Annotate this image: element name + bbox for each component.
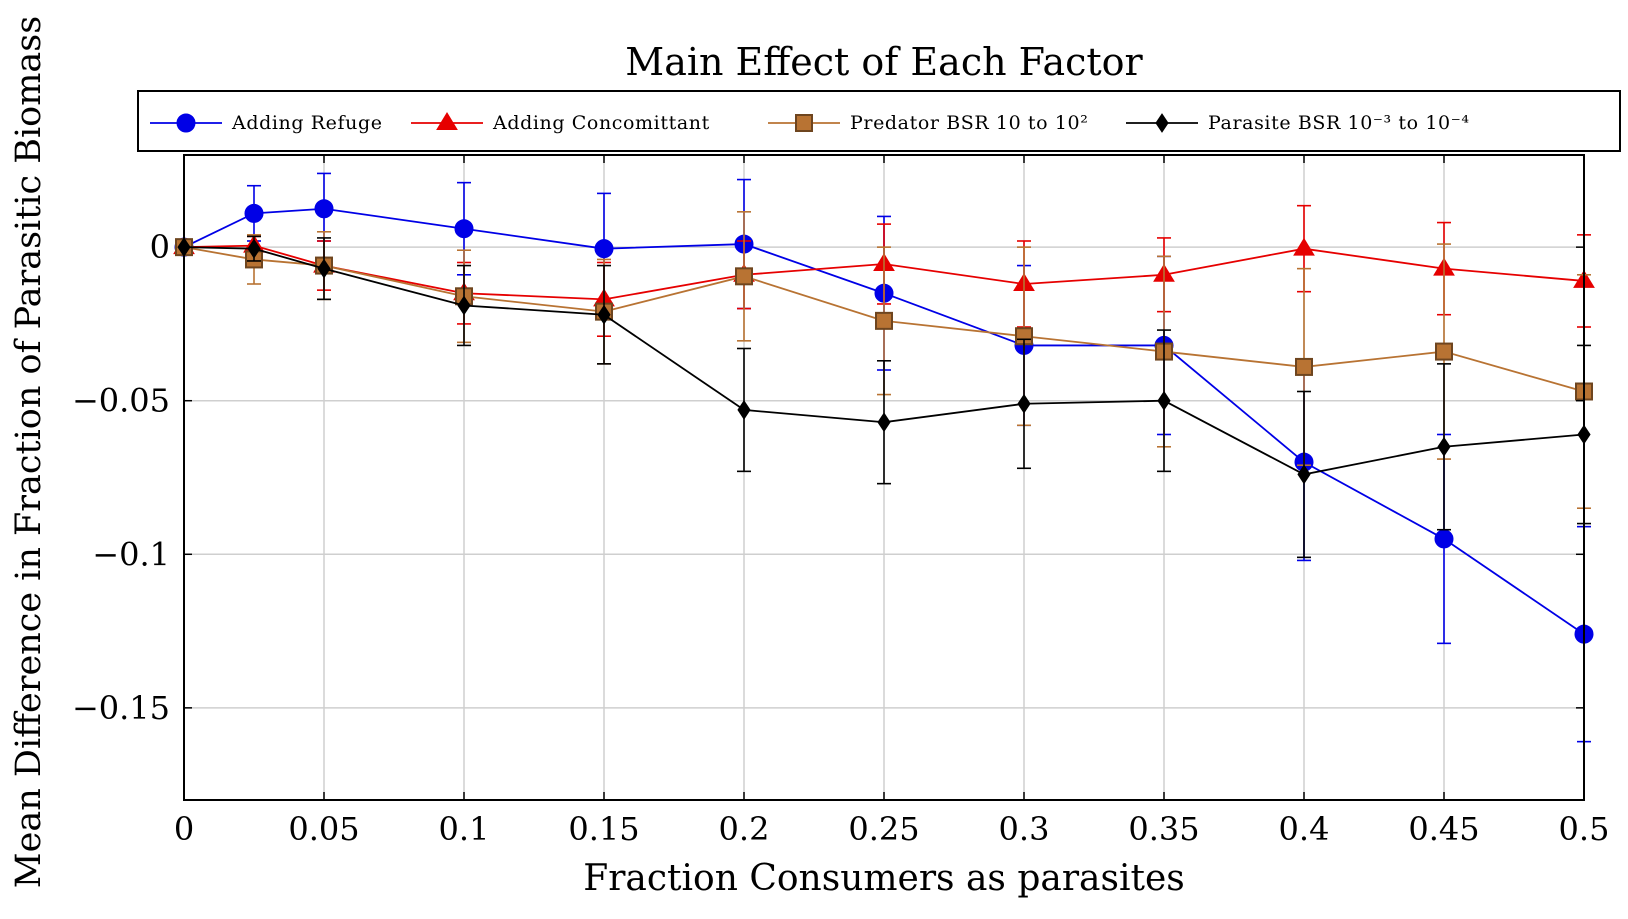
legend-entry-parasite-bsr: Parasite BSR 10⁻³ to 10⁻⁴ <box>1126 112 1470 134</box>
x-tick-label: 0.2 <box>719 810 770 848</box>
parasite-bsr-point <box>1017 393 1031 414</box>
legend-entry-adding-refuge: Adding Refuge <box>150 112 383 134</box>
x-tick-label: 0.5 <box>1559 810 1610 848</box>
x-tick-label: 0 <box>174 810 194 848</box>
legend-swatch-marker <box>436 112 458 130</box>
y-tick-label: −0.1 <box>92 535 170 573</box>
x-tick-label: 0.45 <box>1408 810 1479 848</box>
legend-swatch-marker <box>795 114 813 132</box>
x-tick-label: 0.4 <box>1279 810 1330 848</box>
adding-refuge-point <box>454 219 474 239</box>
parasite-bsr-point <box>1297 464 1311 485</box>
adding-concomittant-point <box>1293 237 1315 256</box>
adding-concomittant-line <box>183 244 1585 301</box>
legend-label: Adding Refuge <box>231 112 383 134</box>
y-axis-label: Mean Difference in Fraction of Parasitic… <box>9 16 49 888</box>
parasite-bsr-point <box>737 400 751 420</box>
predator-bsr-point <box>875 311 893 330</box>
legend-box <box>137 90 1621 152</box>
parasite-bsr-point <box>317 258 331 279</box>
y-tick-label: 0 <box>150 228 170 266</box>
x-tick-label: 0.1 <box>439 810 490 848</box>
y-tick-label: −0.05 <box>72 382 170 420</box>
x-tick-label: 0.35 <box>1128 810 1199 848</box>
adding-refuge-point <box>244 203 264 223</box>
adding-refuge-point <box>594 239 614 259</box>
y-tick-label: −0.15 <box>72 689 170 727</box>
chart-title: Main Effect of Each Factor <box>625 40 1143 84</box>
series-layer <box>173 172 1595 743</box>
legend-label: Predator BSR 10 to 10² <box>850 112 1088 134</box>
parasite-bsr-point <box>1157 390 1171 411</box>
adding-refuge-point <box>1434 529 1454 549</box>
parasite-bsr-point <box>247 238 261 259</box>
legend-swatch-marker <box>1155 113 1169 133</box>
parasite-bsr-point <box>1437 436 1451 457</box>
x-tick-label: 0.15 <box>568 810 639 848</box>
ticks: 0 0.05 0.1 0.15 0.2 0.25 0.3 0.35 0.4 0.45 0.5 0 −0.… <box>72 155 1610 848</box>
x-tick-label: 0.3 <box>999 810 1050 848</box>
legend-entry-adding-concomittant: Adding Concomittant <box>411 112 710 134</box>
legend-label: Parasite BSR 10⁻³ to 10⁻⁴ <box>1208 112 1470 134</box>
parasite-bsr-point <box>877 412 891 433</box>
x-tick-label: 0.25 <box>848 810 919 848</box>
predator-bsr-point <box>1295 357 1313 376</box>
parasite-bsr-point <box>597 304 611 325</box>
predator-bsr-point <box>1435 342 1453 361</box>
x-tick-label: 0.05 <box>288 810 359 848</box>
legend-swatch-marker <box>176 113 196 133</box>
legend: Adding Refuge Adding Concomittant Predator… <box>137 90 1621 152</box>
parasite-bsr-line <box>183 246 1585 476</box>
legend-label: Adding Concomittant <box>492 112 710 134</box>
parasite-bsr-point <box>457 295 471 316</box>
adding-refuge-point <box>314 199 334 219</box>
predator-bsr-point <box>735 267 753 286</box>
legend-entry-predator-bsr: Predator BSR 10 to 10² <box>768 112 1088 134</box>
x-axis-label: Fraction Consumers as parasites <box>583 858 1185 899</box>
